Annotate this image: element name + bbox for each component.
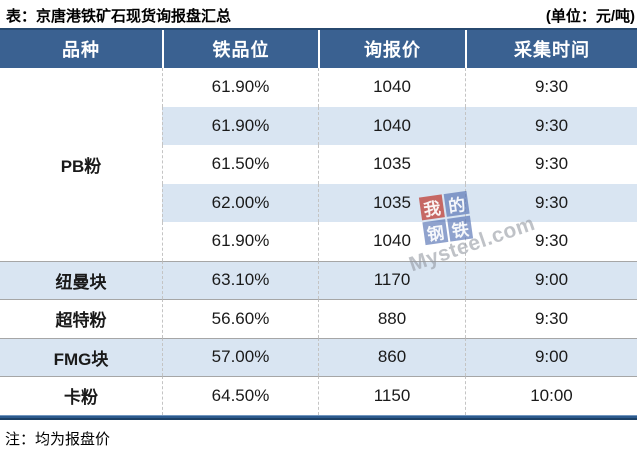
time-cell: 9:00 (465, 260, 637, 299)
time-cell-clipped: 10:30 (465, 420, 637, 426)
table-body: PB粉 61.90% 1040 9:30 61.90% 1040 9:30 61… (0, 68, 637, 415)
grade-cell: 57.00% (162, 337, 318, 376)
time-cell: 9:30 (465, 145, 637, 184)
grade-cell: 61.90% (162, 106, 318, 145)
grade-cell-clipped: 64.40% (162, 420, 318, 426)
price-cell: 1040 (318, 106, 465, 145)
price-cell: 860 (318, 337, 465, 376)
grade-cell: 61.50% (162, 145, 318, 184)
time-cell: 9:30 (465, 68, 637, 107)
column-header-time: 采集时间 (465, 30, 637, 68)
grade-cell: 62.00% (162, 183, 318, 222)
column-header-grade: 铁品位 (162, 30, 318, 68)
clipped-row: 64.40% 1140 10:30 (0, 420, 637, 426)
title-bar: 表：京唐港铁矿石现货询报盘汇总 (单位：元/吨) (6, 5, 635, 26)
grade-cell: 64.50% (162, 376, 318, 415)
time-cell: 10:00 (465, 376, 637, 415)
variety-cell-pb: PB粉 (0, 68, 162, 261)
time-cell: 9:30 (465, 106, 637, 145)
price-cell: 1035 (318, 183, 465, 222)
variety-cell-newman: 纽曼块 (0, 260, 162, 299)
price-cell: 1150 (318, 376, 465, 415)
grade-cell: 63.10% (162, 260, 318, 299)
price-cell: 1040 (318, 222, 465, 261)
grade-cell: 61.90% (162, 222, 318, 261)
page-title: 表：京唐港铁矿石现货询报盘汇总 (6, 8, 232, 25)
unit-label: (单位：元/吨) (545, 8, 635, 25)
variety-cell-fmg: FMG块 (0, 337, 162, 376)
variety-cell-superspecial: 超特粉 (0, 299, 162, 338)
table-bottom-border (0, 414, 637, 420)
variety-cell-clipped (0, 420, 162, 426)
time-cell: 9:30 (465, 299, 637, 338)
price-cell: 1040 (318, 68, 465, 107)
grade-cell: 61.90% (162, 68, 318, 107)
price-cell: 1035 (318, 145, 465, 184)
time-cell: 9:30 (465, 222, 637, 261)
price-table: 品种 铁品位 询报价 采集时间 PB粉 61.90% 1040 9:30 61.… (0, 28, 637, 426)
variety-cell-carajas: 卡粉 (0, 376, 162, 415)
table-header-row: 品种 铁品位 询报价 采集时间 (0, 28, 637, 68)
price-cell: 1170 (318, 260, 465, 299)
time-cell: 9:30 (465, 183, 637, 222)
price-cell: 880 (318, 299, 465, 338)
grade-cell: 56.60% (162, 299, 318, 338)
time-cell: 9:00 (465, 337, 637, 376)
column-header-price: 询报价 (318, 30, 465, 68)
price-cell-clipped: 1140 (318, 420, 465, 426)
column-header-variety: 品种 (62, 40, 100, 60)
footnote: 注：均为报盘价 (5, 431, 111, 448)
